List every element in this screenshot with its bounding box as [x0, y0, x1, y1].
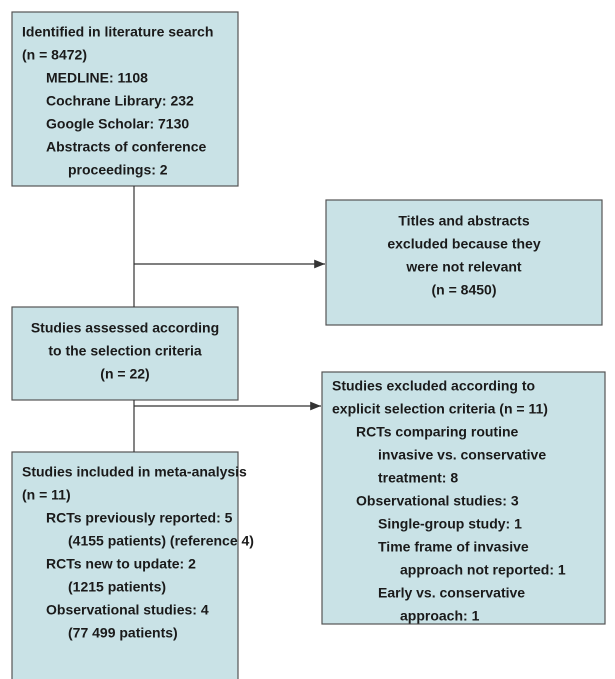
- box-text: were not relevant: [405, 259, 521, 275]
- box-text: Early vs. conservative: [378, 585, 525, 601]
- box-text: proceedings: 2: [68, 162, 168, 178]
- box-text: (n = 22): [100, 366, 149, 382]
- box-text: to the selection criteria: [48, 343, 201, 359]
- box-text: (77 499 patients): [68, 625, 178, 641]
- box: [11, 306, 239, 401]
- box-text: (n = 11): [22, 487, 71, 503]
- box-text: Titles and abstracts: [398, 213, 529, 229]
- box-text: Single-group study: 1: [378, 516, 522, 532]
- box-text: MEDLINE: 1108: [46, 70, 148, 86]
- box-text: RCTs new to update: 2: [46, 556, 196, 572]
- box: [321, 371, 606, 625]
- box-text: RCTs previously reported: 5: [46, 510, 233, 526]
- box-text: Abstracts of conference: [46, 139, 206, 155]
- box-text: Cochrane Library: 232: [46, 93, 194, 109]
- box-text: Studies assessed according: [31, 320, 219, 336]
- box-text: RCTs comparing routine: [356, 424, 519, 440]
- box: [325, 199, 603, 326]
- box-text: treatment: 8: [378, 470, 458, 486]
- box-text: explicit selection criteria (n = 11): [332, 401, 548, 417]
- box-text: Google Scholar: 7130: [46, 116, 189, 132]
- box-text: Observational studies: 4: [46, 602, 209, 618]
- box-text: Studies included in meta-analysis: [22, 464, 247, 480]
- box-text: Identified in literature search: [22, 24, 213, 40]
- box-text: approach not reported: 1: [400, 562, 566, 578]
- box-text: (n = 8450): [432, 282, 497, 298]
- box-text: invasive vs. conservative: [378, 447, 546, 463]
- box-text: Observational studies: 3: [356, 493, 519, 509]
- box-text: (n = 8472): [22, 47, 87, 63]
- box-text: (4155 patients) (reference 4): [68, 533, 254, 549]
- box-text: Studies excluded according to: [332, 378, 535, 394]
- box-text: excluded because they: [387, 236, 541, 252]
- box-text: (1215 patients): [68, 579, 166, 595]
- box: [11, 11, 239, 187]
- box-text: Time frame of invasive: [378, 539, 529, 555]
- box: [11, 451, 239, 679]
- box-text: approach: 1: [400, 608, 480, 624]
